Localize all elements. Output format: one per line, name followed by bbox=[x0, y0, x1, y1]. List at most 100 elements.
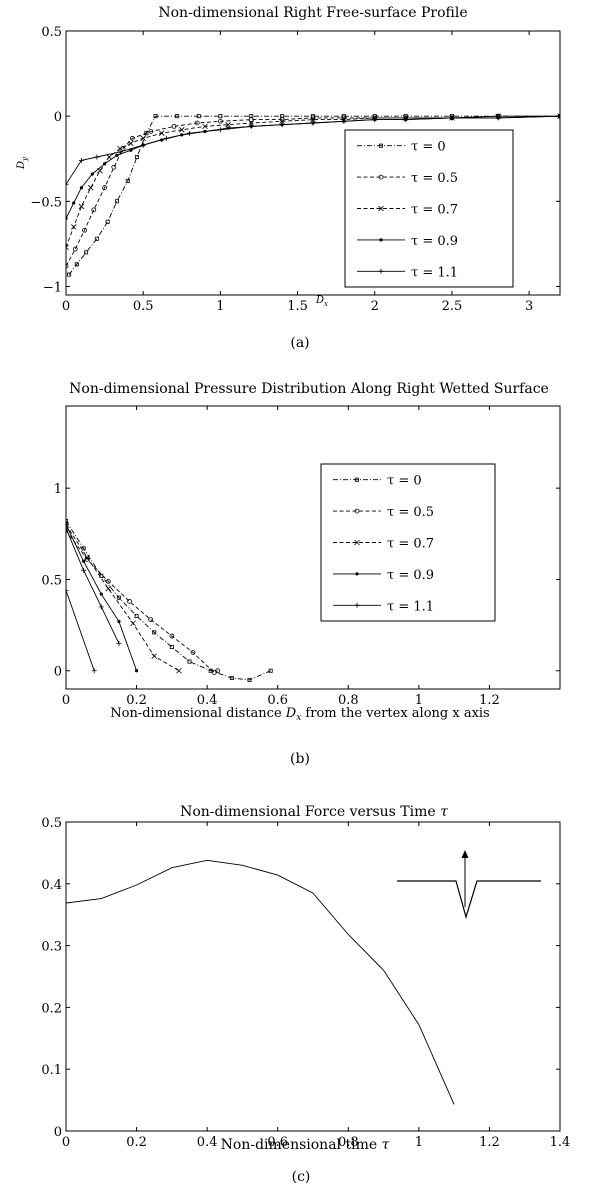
data-point-a-4 bbox=[94, 154, 100, 160]
data-point-a-2 bbox=[202, 123, 208, 130]
data-point-a-1 bbox=[194, 120, 200, 126]
data-point-a-2 bbox=[106, 154, 113, 160]
x-tick-label: 2 bbox=[371, 299, 379, 314]
legend-marker bbox=[354, 602, 360, 608]
chart-a-title: Non-dimensional Right Free-surface Profi… bbox=[158, 5, 467, 21]
data-point-b-5 bbox=[98, 604, 104, 610]
data-point-a-1 bbox=[171, 123, 177, 129]
chart-c-plot-frame bbox=[65, 821, 561, 1132]
data-point-b-3 bbox=[134, 669, 139, 673]
data-point-a-1 bbox=[217, 118, 223, 124]
data-point-a-0 bbox=[105, 219, 110, 224]
chart-a-y-label-base: D bbox=[16, 161, 27, 170]
data-point-a-0 bbox=[74, 262, 79, 267]
data-point-b-0 bbox=[116, 595, 121, 600]
data-point-b-3 bbox=[99, 592, 103, 596]
chart-b-x-label: Non-dimensional distance Dx from the ver… bbox=[110, 706, 489, 723]
chart-c-x-label: Non-dimensional time τ bbox=[221, 1137, 390, 1153]
chart-a-y-label: Dy bbox=[16, 156, 29, 170]
data-point-b-0 bbox=[268, 668, 273, 673]
legend-label: τ = 0 bbox=[387, 474, 422, 489]
data-point-b-2 bbox=[130, 620, 136, 627]
chart-c-title-symbol: τ bbox=[440, 804, 448, 820]
data-point-a-4 bbox=[495, 115, 501, 121]
chart-b-x-label-sub: x bbox=[296, 713, 301, 723]
data-point-b-0 bbox=[169, 645, 174, 650]
series-line-b-1 bbox=[66, 529, 218, 674]
series-line-c-0 bbox=[66, 859, 455, 1105]
wedge-inset-shape bbox=[397, 880, 541, 920]
series-line-b-0 bbox=[66, 520, 271, 681]
chart-a-y-ticks: −1 −0.5 0 0.5 bbox=[30, 25, 560, 295]
legend-marker bbox=[378, 205, 384, 212]
data-point-a-2 bbox=[140, 135, 146, 142]
chart-c-title-text: Non-dimensional Force versus Time bbox=[180, 804, 440, 820]
x-tick-label: 0.2 bbox=[126, 1135, 147, 1150]
series-line-b-5 bbox=[66, 528, 120, 644]
y-tick-label: 0.5 bbox=[41, 816, 62, 831]
chart-b-x-label-after: from the vertex along x axis bbox=[301, 706, 489, 721]
y-tick-label: 0.1 bbox=[41, 1063, 62, 1078]
chart-pressure-distribution: Non-dimensional Pressure Distribution Al… bbox=[41, 381, 561, 767]
data-point-b-0 bbox=[81, 546, 86, 551]
data-point-a-3 bbox=[115, 153, 119, 157]
chart-c-caption: (c) bbox=[292, 1169, 311, 1185]
data-point-b-1 bbox=[148, 617, 154, 623]
legend-marker bbox=[354, 539, 360, 546]
chart-b-y-ticks: 00.51 bbox=[41, 482, 560, 680]
chart-b-x-label-before: Non-dimensional distance bbox=[110, 706, 286, 721]
data-point-a-2 bbox=[178, 127, 185, 133]
chart-c-title: Non-dimensional Force versus Time τ bbox=[180, 804, 448, 820]
data-point-a-0 bbox=[94, 236, 99, 241]
chart-a-x-label-sub: x bbox=[324, 300, 328, 308]
legend-marker bbox=[378, 174, 384, 180]
data-point-b-5 bbox=[116, 640, 122, 646]
data-point-a-1 bbox=[91, 207, 97, 213]
y-tick-label: 0.2 bbox=[41, 1001, 62, 1016]
legend-label: τ = 0 bbox=[411, 140, 446, 155]
x-tick-label: 1.2 bbox=[479, 1135, 500, 1150]
data-point-a-0 bbox=[144, 131, 149, 136]
legend-marker bbox=[378, 268, 384, 274]
data-point-a-1 bbox=[111, 164, 117, 170]
data-point-a-0 bbox=[218, 114, 223, 119]
x-tick-label: 1.5 bbox=[287, 299, 308, 314]
chart-a-legend: τ = 0 τ = 0.5 τ = 0.7 τ = 0.9 τ = 1.1 bbox=[344, 129, 514, 288]
x-tick-label: 0.5 bbox=[133, 299, 154, 314]
x-tick-label: 1 bbox=[216, 299, 224, 314]
data-point-a-2 bbox=[158, 130, 165, 136]
data-point-a-4 bbox=[78, 157, 84, 163]
x-tick-label: 0.2 bbox=[126, 693, 147, 708]
y-tick-label: 0 bbox=[54, 110, 62, 125]
series-line-b-4 bbox=[66, 590, 95, 671]
data-point-a-4 bbox=[187, 130, 192, 136]
x-tick-label: 1 bbox=[415, 1135, 423, 1150]
chart-b-x-label-base: D bbox=[285, 706, 297, 721]
data-point-a-4 bbox=[310, 120, 316, 126]
x-tick-label: 0.4 bbox=[197, 693, 218, 708]
data-point-a-3 bbox=[72, 201, 76, 205]
data-point-b-2 bbox=[151, 653, 157, 659]
data-point-a-2 bbox=[128, 140, 134, 147]
x-tick-label: 1.2 bbox=[479, 693, 500, 708]
series-line-b-2 bbox=[66, 524, 180, 672]
chart-force-versus-time: Non-dimensional Force versus Time τ 0 0.2… bbox=[41, 804, 570, 1185]
data-point-b-5 bbox=[81, 567, 87, 573]
data-point-b-0 bbox=[66, 519, 69, 524]
y-tick-label: 0 bbox=[54, 1125, 62, 1140]
x-tick-label: 0.8 bbox=[338, 693, 359, 708]
x-tick-label: 1 bbox=[415, 693, 423, 708]
y-tick-label: 0.4 bbox=[41, 878, 62, 893]
data-point-b-1 bbox=[190, 650, 196, 655]
data-point-a-1 bbox=[66, 263, 69, 269]
x-tick-label: 0 bbox=[62, 299, 70, 314]
chart-c-x-label-text: Non-dimensional time bbox=[221, 1137, 382, 1153]
chart-b-x-ticks: 0 0.2 0.4 0.6 0.8 1 1.2 bbox=[62, 406, 500, 708]
data-point-b-4 bbox=[66, 587, 69, 593]
x-tick-label: 2.5 bbox=[442, 299, 463, 314]
x-tick-label: 3 bbox=[525, 299, 533, 314]
data-point-a-4 bbox=[140, 142, 146, 148]
data-point-a-3 bbox=[102, 162, 107, 166]
data-point-a-0 bbox=[153, 114, 158, 119]
